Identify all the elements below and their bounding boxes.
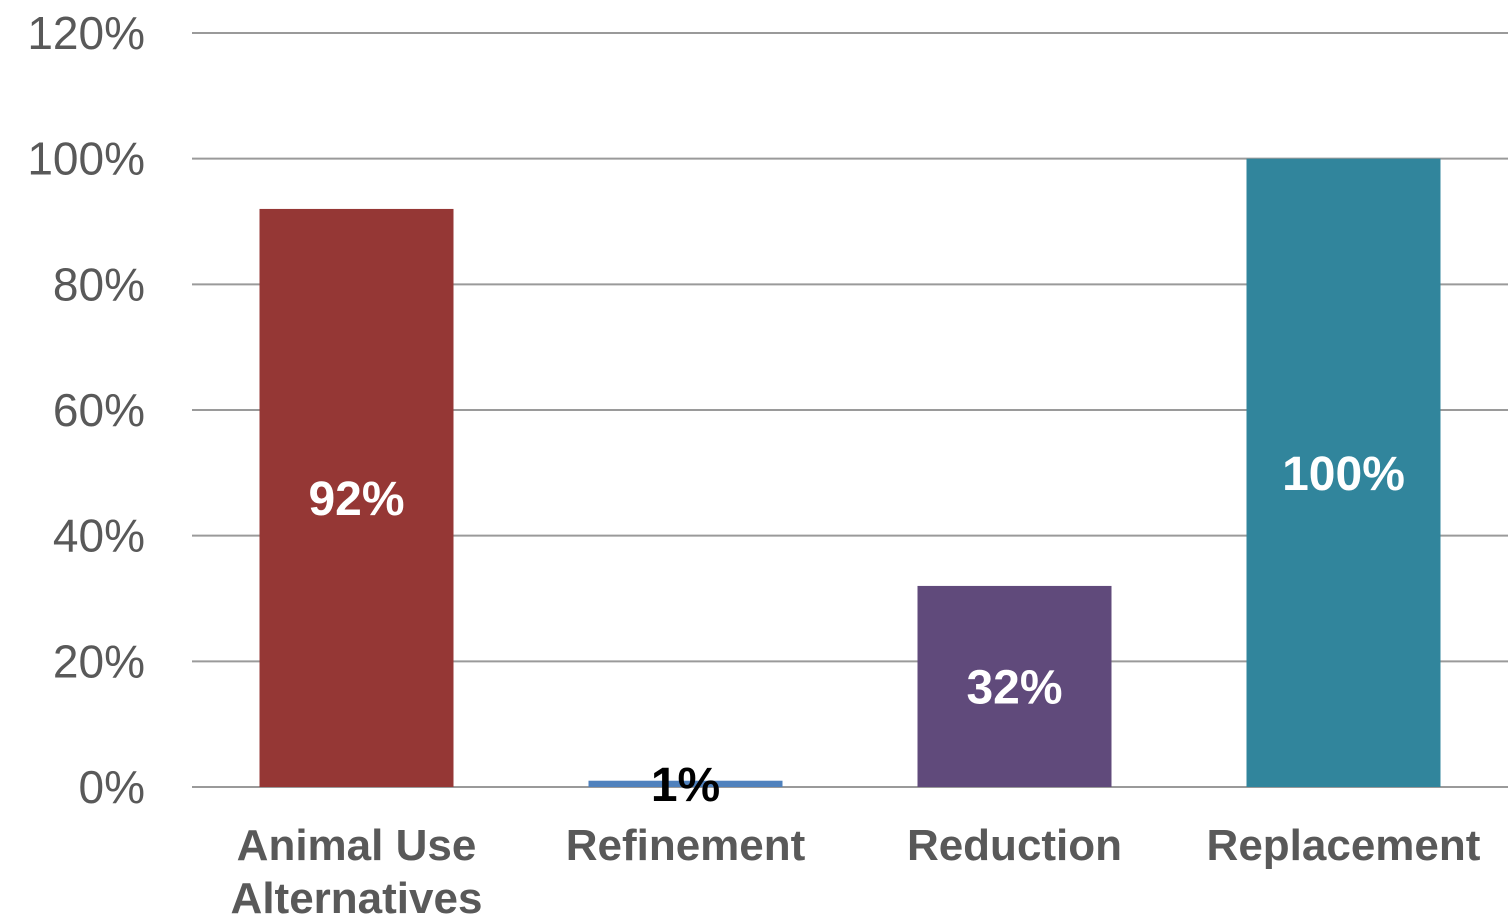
- y-axis-ticks: 0% 20% 40% 60% 80% 100% 120%: [27, 7, 145, 813]
- x-tick-label: Animal Use Alternatives: [231, 821, 483, 918]
- bar-reduction: [917, 585, 1112, 787]
- data-label: 100%: [1282, 448, 1405, 501]
- bars: [259, 158, 1441, 787]
- bar-animal-use-alternatives: [259, 208, 454, 787]
- data-label: 1%: [651, 759, 720, 812]
- y-tick-label: 80%: [53, 258, 145, 310]
- y-tick-label: 120%: [27, 7, 145, 59]
- y-tick-label: 100%: [27, 133, 145, 185]
- data-label: 92%: [308, 473, 404, 526]
- bar-refinement: [588, 780, 783, 787]
- y-tick-label: 20%: [53, 635, 145, 687]
- x-tick-label: Refinement: [566, 821, 806, 870]
- x-tick-label: Reduction: [907, 821, 1122, 870]
- bar-replacement: [1246, 158, 1441, 787]
- x-tick-label: Replacement: [1207, 821, 1481, 870]
- data-label: 32%: [966, 661, 1062, 714]
- x-axis-ticks: Animal Use Alternatives Refinement Reductio…: [231, 821, 1481, 918]
- y-tick-label: 0%: [79, 761, 145, 813]
- y-tick-label: 40%: [53, 510, 145, 562]
- data-labels: 92% 1% 32% 100%: [308, 448, 1404, 812]
- y-tick-label: 60%: [53, 384, 145, 436]
